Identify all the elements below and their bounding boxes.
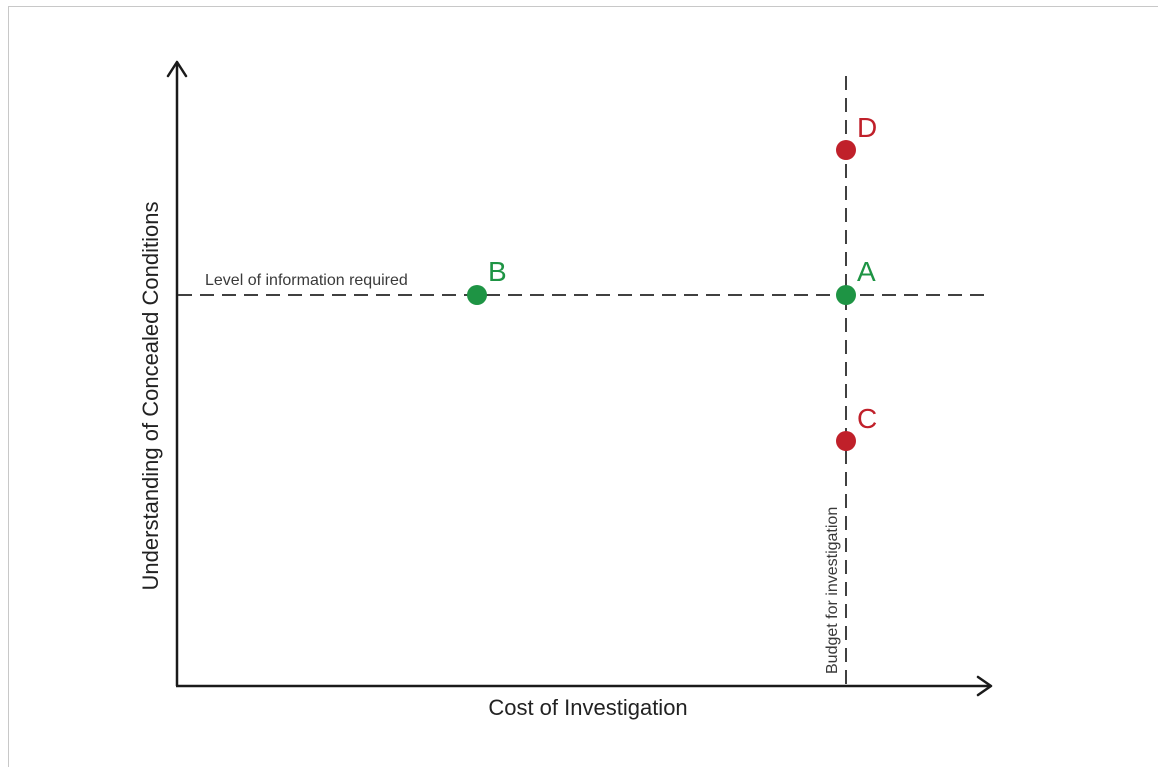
point-a	[836, 285, 856, 305]
point-b-label: B	[488, 256, 507, 287]
required-level-label: Level of information required	[205, 272, 408, 289]
x-axis-arrowhead	[976, 675, 993, 697]
point-c	[836, 431, 856, 451]
x-axis-title: Cost of Investigation	[488, 695, 687, 720]
y-axis-title: Understanding of Concealed Conditions	[138, 202, 163, 591]
point-b	[467, 285, 487, 305]
point-a-label: A	[857, 256, 876, 287]
point-d	[836, 140, 856, 160]
y-axis-arrowhead	[166, 60, 188, 78]
figure-frame	[8, 6, 1158, 767]
budget-label: Budget for investigation	[824, 507, 841, 674]
point-c-label: C	[857, 403, 877, 434]
point-d-label: D	[857, 112, 877, 143]
